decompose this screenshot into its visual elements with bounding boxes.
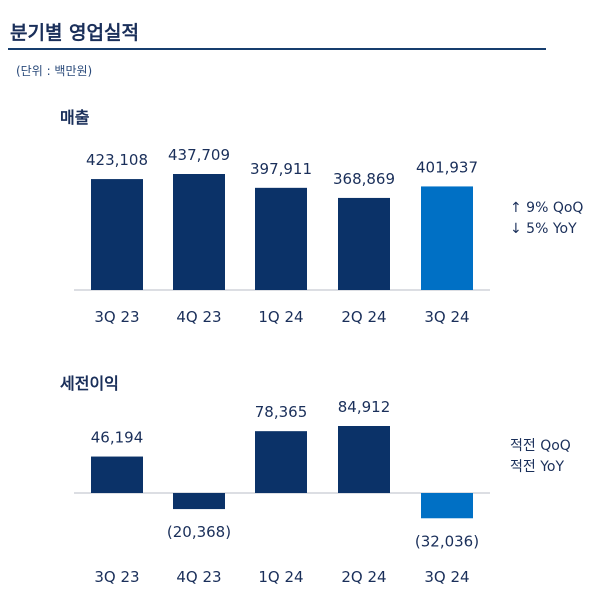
category-label: 3Q 23 — [94, 308, 139, 326]
bar-2Q-24 — [338, 426, 390, 493]
bar-2Q-24 — [338, 197, 390, 290]
page-title: 분기별 영업실적 — [10, 22, 139, 44]
value-label: 84,912 — [338, 398, 391, 416]
pretax-yoy: 적전 YoY — [510, 459, 565, 475]
value-label: 401,937 — [416, 158, 478, 176]
bar-1Q-24 — [255, 187, 307, 290]
value-label: 78,365 — [255, 403, 308, 421]
category-label: 3Q 24 — [424, 568, 469, 586]
value-label: (20,368) — [167, 523, 231, 541]
value-label: 368,869 — [333, 170, 395, 188]
category-label: 1Q 24 — [258, 568, 303, 586]
value-label: 46,194 — [91, 429, 144, 447]
bar-3Q-23 — [91, 456, 143, 493]
category-label: 4Q 23 — [176, 308, 221, 326]
value-label: 437,709 — [168, 146, 230, 164]
revenue-yoy: ↓ 5% YoY — [510, 221, 577, 237]
value-label: 397,911 — [250, 160, 312, 178]
bar-3Q-24 — [421, 186, 473, 290]
category-label: 3Q 24 — [424, 308, 469, 326]
category-label: 2Q 24 — [341, 308, 386, 326]
revenue-notes: ↑ 9% QoQ ↓ 5% YoY — [510, 198, 583, 240]
category-label: 1Q 24 — [258, 308, 303, 326]
bar-1Q-24 — [255, 431, 307, 493]
bar-4Q-23 — [173, 174, 225, 290]
pretax-title: 세전이익 — [60, 374, 119, 393]
revenue-qoq: ↑ 9% QoQ — [510, 200, 584, 216]
pretax-qoq: 적전 QoQ — [510, 438, 571, 454]
revenue-title: 매출 — [60, 108, 90, 127]
title-divider — [8, 48, 546, 50]
pretax-notes: 적전 QoQ 적전 YoY — [510, 436, 571, 478]
value-label: 423,108 — [86, 151, 148, 169]
value-label: (32,036) — [415, 532, 479, 550]
bar-4Q-23 — [173, 493, 225, 510]
unit-label: (단위 : 백만원) — [16, 64, 93, 78]
category-label: 3Q 23 — [94, 568, 139, 586]
bar-3Q-23 — [91, 179, 143, 290]
category-label: 4Q 23 — [176, 568, 221, 586]
bar-3Q-24 — [421, 493, 473, 519]
category-label: 2Q 24 — [341, 568, 386, 586]
